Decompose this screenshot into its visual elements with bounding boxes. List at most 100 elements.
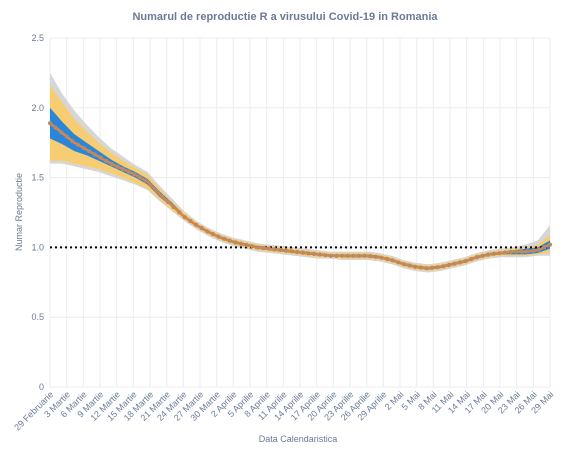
data-point-33 (233, 240, 238, 245)
data-point-35 (244, 242, 249, 248)
data-point-18 (149, 183, 154, 188)
data-point-11 (109, 161, 114, 167)
data-point-25 (188, 218, 193, 224)
data-point-83 (514, 249, 519, 254)
data-point-60 (385, 256, 390, 262)
data-point-41 (278, 247, 283, 253)
data-point-84 (519, 249, 525, 254)
data-point-71 (446, 262, 451, 268)
data-point-32 (227, 238, 232, 243)
data-point-72 (452, 261, 457, 266)
data-point-24 (182, 215, 187, 220)
chart-title: Numarul de reproductie R a virusului Cov… (132, 11, 438, 23)
data-point-61 (390, 258, 395, 263)
data-point-40 (272, 247, 277, 252)
data-point-31 (222, 236, 227, 241)
data-point-13 (120, 167, 126, 172)
data-point-34 (238, 241, 244, 246)
data-point-2 (59, 130, 64, 135)
data-point-88 (542, 245, 547, 250)
data-point-65 (413, 264, 418, 269)
data-point-12 (115, 164, 120, 169)
y-tick-label-5: 2.5 (31, 33, 44, 43)
data-point-14 (126, 169, 131, 174)
grid-layer (49, 37, 551, 388)
data-point-73 (458, 260, 463, 265)
points-layer (47, 121, 553, 271)
data-point-51 (334, 253, 339, 258)
data-point-6 (81, 145, 86, 151)
x-axis-title: Data Calendaristica (259, 434, 338, 444)
data-point-5 (76, 142, 81, 147)
data-point-8 (92, 152, 97, 157)
data-point-53 (345, 253, 350, 258)
data-point-64 (407, 263, 412, 268)
data-point-76 (474, 255, 480, 260)
data-point-69 (435, 265, 440, 270)
data-point-3 (64, 134, 69, 139)
data-point-16 (137, 175, 142, 180)
y-tick-label-1: 0.5 (31, 312, 44, 322)
data-point-45 (300, 250, 305, 255)
data-point-36 (250, 244, 255, 249)
data-point-48 (317, 252, 322, 257)
data-point-87 (536, 247, 541, 252)
data-point-80 (497, 251, 502, 256)
data-point-10 (104, 158, 109, 163)
data-point-4 (70, 139, 75, 144)
data-point-70 (441, 264, 446, 269)
data-point-38 (261, 246, 266, 251)
data-point-55 (356, 253, 362, 258)
y-axis-title: Numar Reproductie (14, 173, 24, 251)
data-point-15 (132, 172, 137, 177)
data-point-28 (205, 229, 210, 234)
y-tick-labels: 0 0.5 1.0 1.5 2.0 2.5 (31, 33, 44, 392)
data-point-27 (199, 226, 204, 231)
data-point-0 (47, 121, 53, 126)
data-point-42 (283, 248, 289, 253)
y-tick-label-3: 1.5 (31, 173, 44, 183)
data-point-46 (306, 251, 311, 256)
data-point-68 (429, 265, 435, 270)
data-point-9 (98, 155, 103, 160)
data-point-43 (289, 249, 294, 254)
y-tick-label-4: 2.0 (31, 103, 44, 113)
data-point-63 (401, 262, 406, 267)
data-point-57 (368, 254, 373, 259)
data-point-67 (424, 266, 429, 271)
data-point-52 (340, 253, 345, 258)
data-point-77 (480, 253, 485, 258)
data-point-85 (525, 249, 530, 254)
data-point-39 (267, 246, 272, 251)
data-point-78 (486, 252, 491, 257)
data-point-86 (531, 248, 536, 253)
data-point-1 (53, 125, 58, 130)
data-point-30 (216, 234, 221, 239)
data-point-22 (171, 204, 176, 210)
data-point-79 (491, 251, 496, 256)
data-point-81 (503, 250, 508, 255)
data-point-37 (255, 245, 260, 250)
data-point-59 (379, 255, 384, 260)
data-point-29 (210, 232, 215, 237)
data-point-7 (87, 149, 92, 154)
data-point-58 (373, 254, 378, 259)
data-point-66 (418, 265, 423, 270)
data-point-17 (143, 178, 148, 183)
data-point-56 (362, 253, 367, 258)
data-point-82 (508, 249, 513, 254)
y-tick-label-2: 1.0 (31, 242, 44, 252)
data-point-20 (160, 194, 165, 199)
y-tick-label-0: 0 (39, 382, 44, 392)
data-point-74 (463, 258, 468, 264)
data-point-19 (154, 189, 159, 194)
data-point-44 (295, 249, 300, 255)
data-point-47 (311, 251, 317, 256)
data-point-62 (396, 260, 401, 265)
data-point-26 (194, 222, 199, 227)
data-point-75 (469, 257, 474, 262)
data-point-89 (547, 242, 553, 247)
data-point-50 (328, 253, 333, 258)
